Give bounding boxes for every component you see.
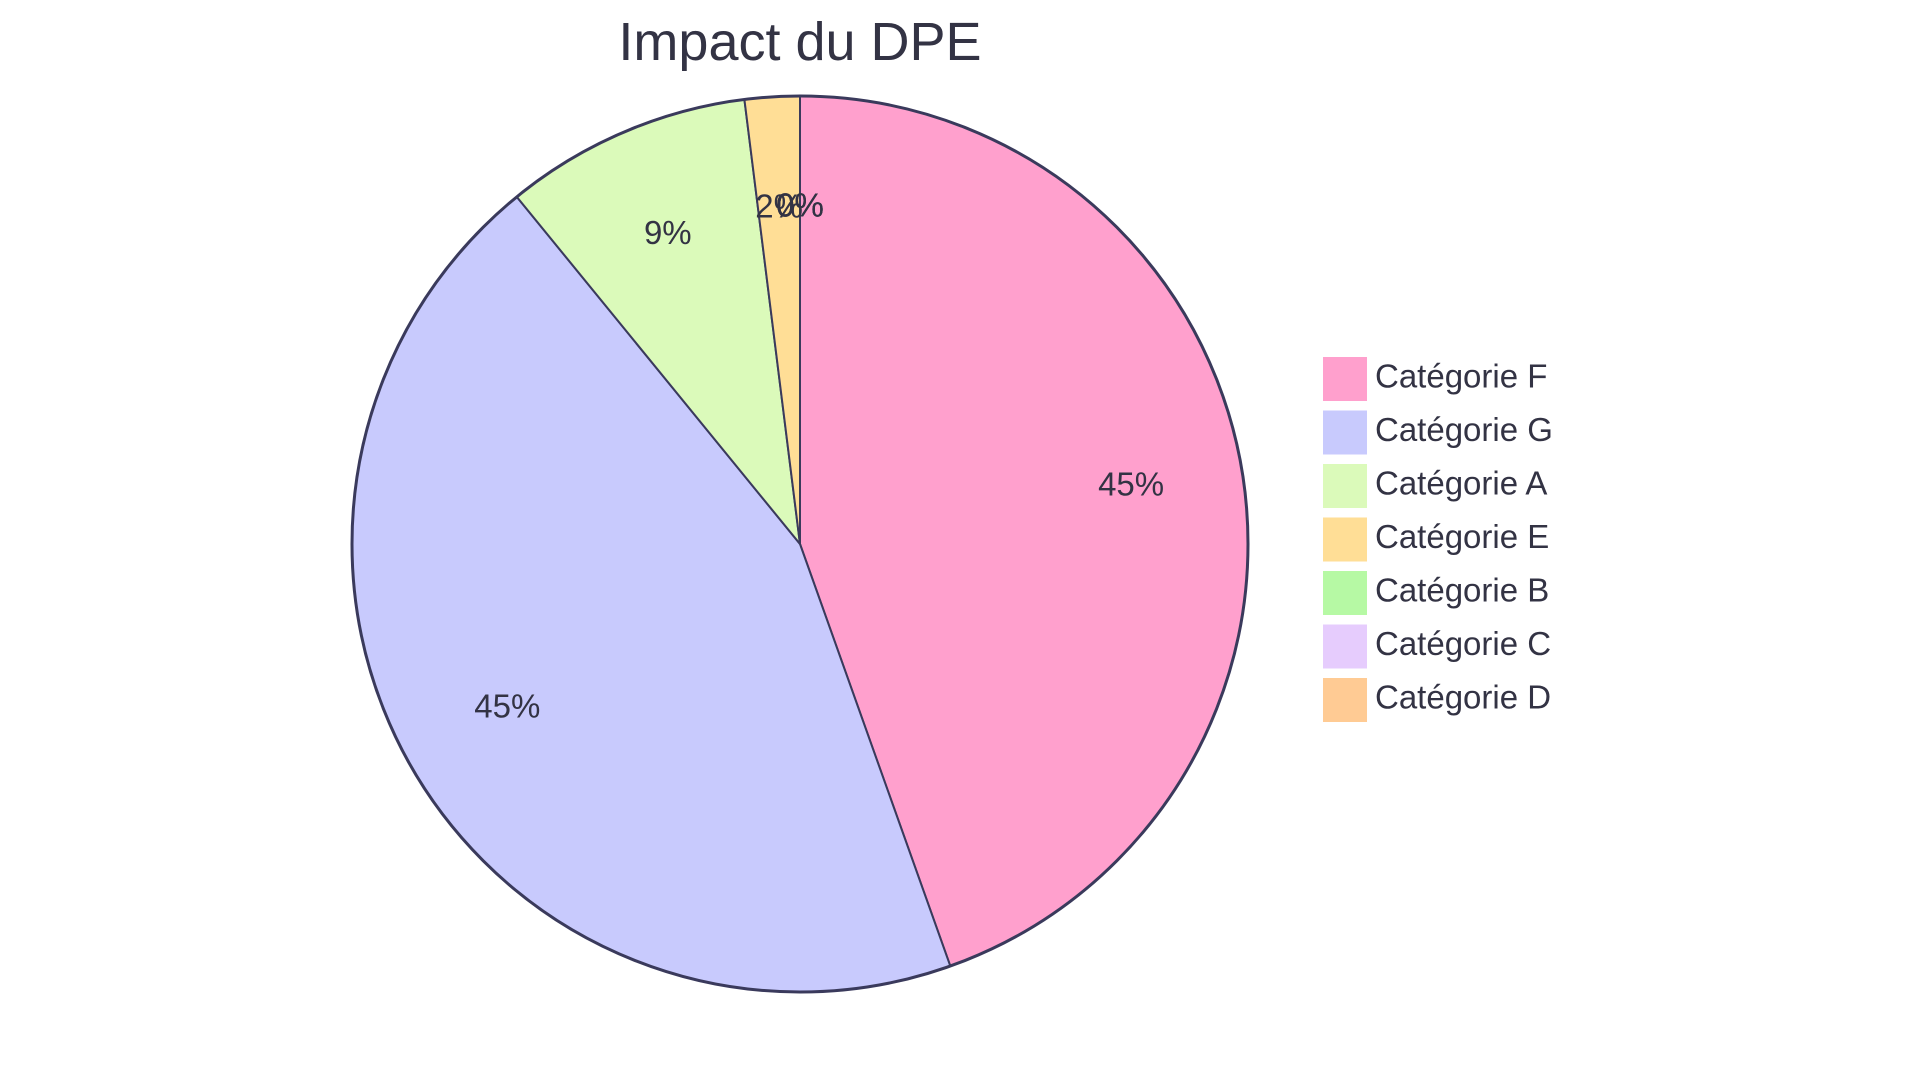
chart-title: Impact du DPE — [618, 12, 981, 72]
legend-swatch-categorie-f — [1323, 357, 1367, 401]
pie-slices — [350, 94, 1250, 994]
slice-label-categorie-f: 45% — [1098, 466, 1164, 503]
legend: Catégorie F Catégorie G Catégorie A Catégor… — [1323, 357, 1553, 722]
pie-outline — [350, 94, 1250, 994]
slice-label-categorie-a: 9% — [644, 214, 692, 251]
legend-item-categorie-g: Catégorie G — [1323, 410, 1553, 455]
slice-label-categorie-e: 2% — [755, 187, 803, 224]
legend-label-categorie-c: Catégorie C — [1375, 625, 1551, 662]
pie-slice-labels: 45%45%9%2%0%0%0% — [474, 187, 1164, 725]
legend-label-categorie-b: Catégorie B — [1375, 572, 1549, 609]
legend-swatch-categorie-b — [1323, 571, 1367, 615]
legend-swatch-categorie-c — [1323, 624, 1367, 669]
slice-label-categorie-b: 0% — [776, 187, 824, 224]
legend-item-categorie-a: Catégorie A — [1323, 464, 1547, 508]
slice-label-categorie-d: 0% — [776, 187, 824, 224]
legend-swatch-categorie-e — [1323, 517, 1367, 562]
legend-swatch-categorie-d — [1323, 678, 1367, 722]
legend-item-categorie-d: Catégorie D — [1323, 678, 1551, 722]
legend-label-categorie-a: Catégorie A — [1375, 465, 1547, 502]
legend-swatch-categorie-a — [1323, 464, 1367, 508]
legend-item-categorie-f: Catégorie F — [1323, 357, 1547, 401]
legend-item-categorie-c: Catégorie C — [1323, 624, 1551, 669]
slice-label-categorie-g: 45% — [474, 688, 540, 725]
legend-swatch-categorie-g — [1323, 410, 1367, 455]
legend-label-categorie-e: Catégorie E — [1375, 518, 1549, 555]
slice-label-categorie-c: 0% — [776, 187, 824, 224]
legend-label-categorie-g: Catégorie G — [1375, 411, 1553, 448]
legend-label-categorie-f: Catégorie F — [1375, 358, 1547, 395]
legend-item-categorie-b: Catégorie B — [1323, 571, 1549, 615]
legend-label-categorie-d: Catégorie D — [1375, 679, 1551, 716]
legend-item-categorie-e: Catégorie E — [1323, 517, 1549, 562]
